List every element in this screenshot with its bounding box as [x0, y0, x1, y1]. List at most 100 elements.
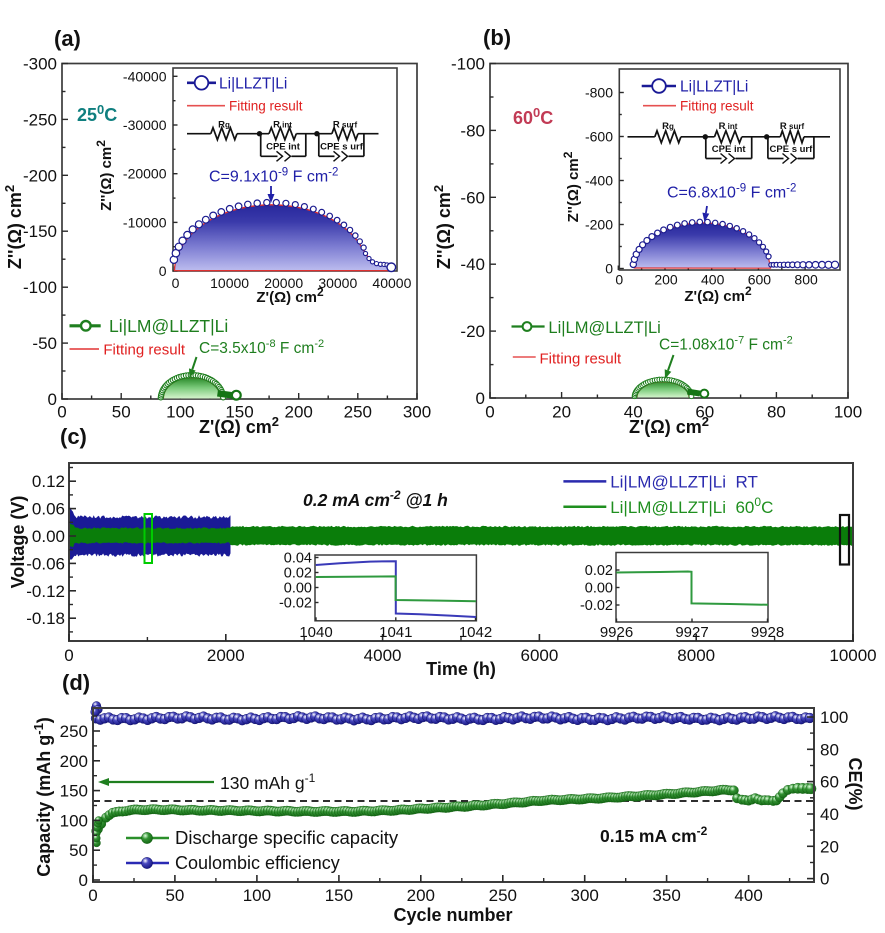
svg-text:150: 150: [325, 886, 353, 905]
svg-text:0.15 mA cm-2: 0.15 mA cm-2: [600, 824, 708, 846]
svg-text:100: 100: [243, 886, 271, 905]
svg-text:8000: 8000: [677, 646, 715, 665]
svg-text:0.00: 0.00: [32, 527, 65, 546]
svg-text:300: 300: [571, 886, 599, 905]
svg-text:(c): (c): [60, 424, 87, 449]
svg-text:400: 400: [734, 886, 762, 905]
svg-text:0: 0: [476, 389, 485, 408]
svg-text:CPE int: CPE int: [266, 142, 301, 153]
svg-text:-0.06: -0.06: [26, 554, 65, 573]
svg-text:Fitting result: Fitting result: [540, 351, 623, 368]
svg-text:-0.02: -0.02: [580, 598, 613, 614]
svg-text:100: 100: [60, 811, 88, 830]
svg-text:130 mAh g-1: 130 mAh g-1: [220, 771, 316, 793]
svg-text:-60: -60: [460, 188, 485, 207]
svg-text:C=1.08x10-7 F cm-2: C=1.08x10-7 F cm-2: [659, 335, 793, 354]
svg-text:-100: -100: [451, 55, 485, 74]
svg-text:0.02: 0.02: [284, 566, 312, 582]
svg-text:20: 20: [820, 837, 839, 856]
svg-text:Li|LLZT|Li: Li|LLZT|Li: [680, 79, 748, 96]
svg-text:-0.12: -0.12: [26, 582, 65, 601]
svg-text:-10000: -10000: [123, 214, 167, 230]
svg-text:1041: 1041: [379, 624, 412, 641]
svg-text:40: 40: [820, 805, 839, 824]
svg-text:Rg: Rg: [218, 120, 230, 131]
svg-text:0: 0: [172, 275, 180, 291]
svg-text:Fitting result: Fitting result: [680, 99, 754, 114]
svg-text:50: 50: [69, 841, 88, 860]
svg-text:Cycle number: Cycle number: [393, 905, 512, 925]
svg-text:Li|LLZT|Li: Li|LLZT|Li: [219, 76, 287, 93]
svg-text:-0.18: -0.18: [26, 609, 65, 628]
svg-text:20000: 20000: [264, 275, 303, 291]
svg-text:0: 0: [605, 261, 613, 277]
svg-text:-40000: -40000: [123, 68, 167, 84]
svg-text:CPE int: CPE int: [712, 144, 747, 155]
svg-text:Fitting result: Fitting result: [229, 99, 303, 114]
svg-text:C=9.1x10-9 F cm-2: C=9.1x10-9 F cm-2: [209, 167, 338, 186]
svg-text:Z'(Ω) cm2: Z'(Ω) cm2: [684, 284, 752, 305]
svg-text:250: 250: [344, 403, 372, 422]
svg-text:0.00: 0.00: [284, 581, 312, 597]
svg-text:R surf: R surf: [333, 120, 358, 131]
svg-text:Li|LM@LLZT|Li: Li|LM@LLZT|Li: [548, 319, 660, 337]
svg-text:-40: -40: [460, 255, 485, 274]
svg-text:6000: 6000: [520, 646, 558, 665]
svg-text:600: 600: [748, 272, 772, 288]
svg-text:Rg: Rg: [662, 121, 674, 132]
svg-text:20: 20: [552, 403, 571, 422]
svg-text:0: 0: [159, 263, 167, 279]
svg-text:0.12: 0.12: [32, 472, 65, 491]
svg-text:0.00: 0.00: [585, 581, 613, 597]
svg-text:Coulombic efficiency: Coulombic efficiency: [175, 853, 340, 873]
svg-text:30000: 30000: [318, 275, 357, 291]
svg-text:350: 350: [652, 886, 680, 905]
svg-text:250C: 250C: [77, 102, 117, 125]
svg-text:2000: 2000: [207, 646, 245, 665]
svg-text:CPE s urf: CPE s urf: [320, 142, 364, 153]
svg-text:-80: -80: [460, 121, 485, 140]
svg-text:Z''(Ω) cm2: Z''(Ω) cm2: [431, 185, 454, 269]
svg-text:300: 300: [403, 403, 431, 422]
svg-text:-50: -50: [32, 334, 57, 353]
svg-text:0: 0: [64, 646, 73, 665]
svg-text:Li|LM@LLZT|Li RT: Li|LM@LLZT|Li RT: [610, 473, 758, 492]
svg-text:Z''(Ω) cm2: Z''(Ω) cm2: [2, 185, 25, 269]
svg-text:0.06: 0.06: [32, 500, 65, 519]
svg-text:0: 0: [57, 403, 66, 422]
svg-text:-600: -600: [585, 129, 613, 145]
svg-text:250: 250: [60, 722, 88, 741]
svg-text:200: 200: [60, 752, 88, 771]
svg-text:Time (h): Time (h): [426, 659, 496, 679]
svg-text:-20000: -20000: [123, 166, 167, 182]
svg-text:(b): (b): [483, 25, 511, 50]
svg-text:9927: 9927: [675, 624, 708, 641]
svg-text:Z'(Ω) cm2: Z'(Ω) cm2: [199, 414, 279, 437]
svg-text:10000: 10000: [829, 646, 876, 665]
svg-text:600C: 600C: [513, 105, 553, 128]
svg-text:1042: 1042: [459, 624, 492, 641]
svg-text:-0.02: -0.02: [279, 596, 312, 612]
svg-text:R int: R int: [719, 121, 738, 132]
svg-text:(d): (d): [62, 670, 90, 695]
svg-text:80: 80: [767, 403, 786, 422]
svg-text:Z''(Ω) cm2: Z''(Ω) cm2: [561, 151, 582, 222]
svg-text:CE(%): CE(%): [845, 758, 865, 811]
svg-text:80: 80: [820, 740, 839, 759]
svg-text:C=6.8x10-9 F cm-2: C=6.8x10-9 F cm-2: [667, 183, 796, 202]
svg-text:Capacity (mAh g-1): Capacity (mAh g-1): [31, 717, 54, 877]
svg-text:0: 0: [88, 886, 97, 905]
svg-text:200: 200: [285, 403, 313, 422]
svg-text:40: 40: [624, 403, 643, 422]
svg-text:10000: 10000: [210, 275, 249, 291]
svg-text:0: 0: [615, 272, 623, 288]
svg-text:-20: -20: [460, 322, 485, 341]
svg-text:9928: 9928: [751, 624, 784, 641]
svg-text:1040: 1040: [299, 624, 332, 641]
svg-text:-200: -200: [585, 217, 613, 233]
svg-text:100: 100: [166, 403, 194, 422]
svg-text:-200: -200: [23, 166, 57, 185]
svg-text:0.2 mA cm-2 @1 h: 0.2 mA cm-2 @1 h: [303, 488, 448, 510]
svg-text:200: 200: [654, 272, 678, 288]
svg-text:Z'(Ω) cm2: Z'(Ω) cm2: [256, 285, 324, 306]
